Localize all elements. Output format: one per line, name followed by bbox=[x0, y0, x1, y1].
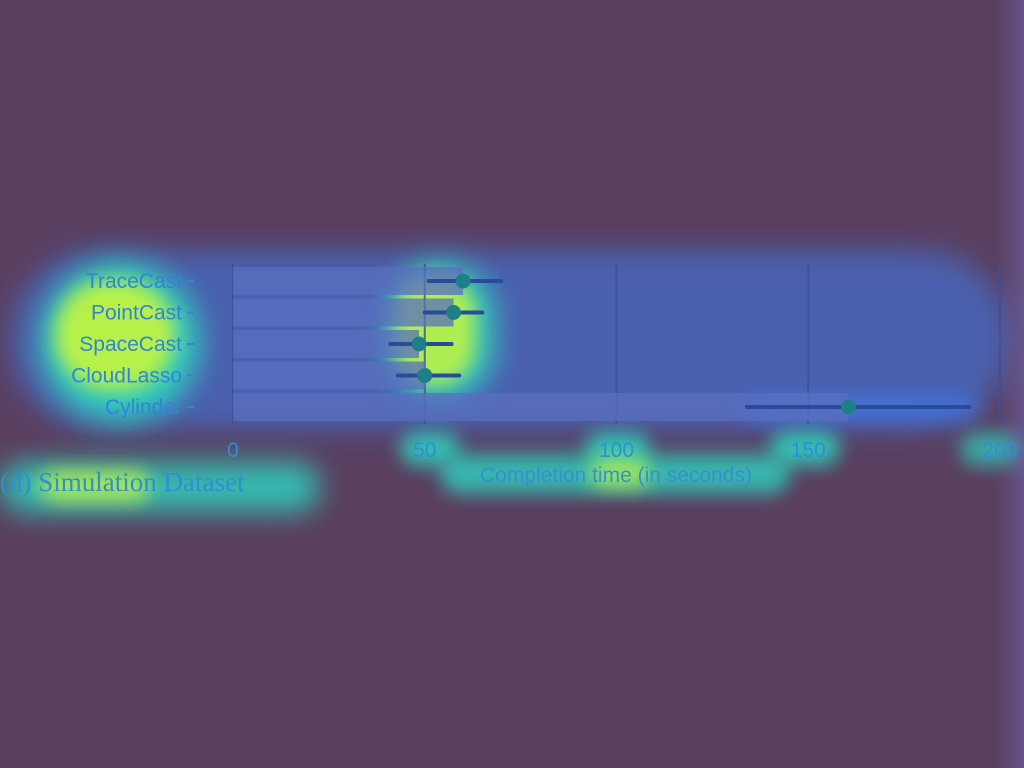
x-tick-label-50: 50 bbox=[413, 439, 436, 462]
category-label-cylinder: Cylinder bbox=[105, 396, 182, 419]
bar-tracecast bbox=[233, 267, 464, 295]
x-tick-label-100: 100 bbox=[599, 439, 634, 462]
heat-blob-10 bbox=[590, 458, 650, 488]
x-tick-label-150: 150 bbox=[791, 439, 826, 462]
category-label-tracecast: TraceCast bbox=[86, 270, 182, 293]
x-tick-labels: 0 50 100 150 200 bbox=[227, 439, 1017, 462]
category-labels: TraceCast PointCast SpaceCast CloudLasso Cyl… bbox=[71, 270, 194, 419]
category-label-pointcast: PointCast bbox=[91, 302, 182, 325]
category-label-spacecast: SpaceCast bbox=[79, 333, 182, 356]
bars bbox=[233, 267, 849, 421]
heat-blob-5 bbox=[400, 432, 460, 466]
bar-pointcast bbox=[233, 298, 454, 327]
error-bars bbox=[388, 273, 972, 415]
bar-spacecast bbox=[233, 330, 419, 358]
heat-blob-12 bbox=[40, 470, 150, 502]
point-tracecast bbox=[455, 273, 471, 289]
point-pointcast bbox=[446, 305, 462, 320]
x-tick-label-0: 0 bbox=[227, 439, 239, 462]
heat-blob-7 bbox=[770, 430, 840, 466]
x-axis-title: Completion time (in seconds) bbox=[480, 464, 752, 487]
category-label-cloudlasso: CloudLasso bbox=[71, 365, 182, 388]
point-cylinder bbox=[841, 399, 857, 415]
figure-caption: (d) Simulation Dataset bbox=[0, 467, 245, 497]
x-tick-label-200: 200 bbox=[982, 439, 1017, 462]
heat-blob-2 bbox=[55, 280, 175, 390]
bar-cloudlasso bbox=[233, 361, 425, 390]
point-cloudlasso bbox=[417, 368, 433, 383]
point-spacecast bbox=[411, 336, 427, 352]
